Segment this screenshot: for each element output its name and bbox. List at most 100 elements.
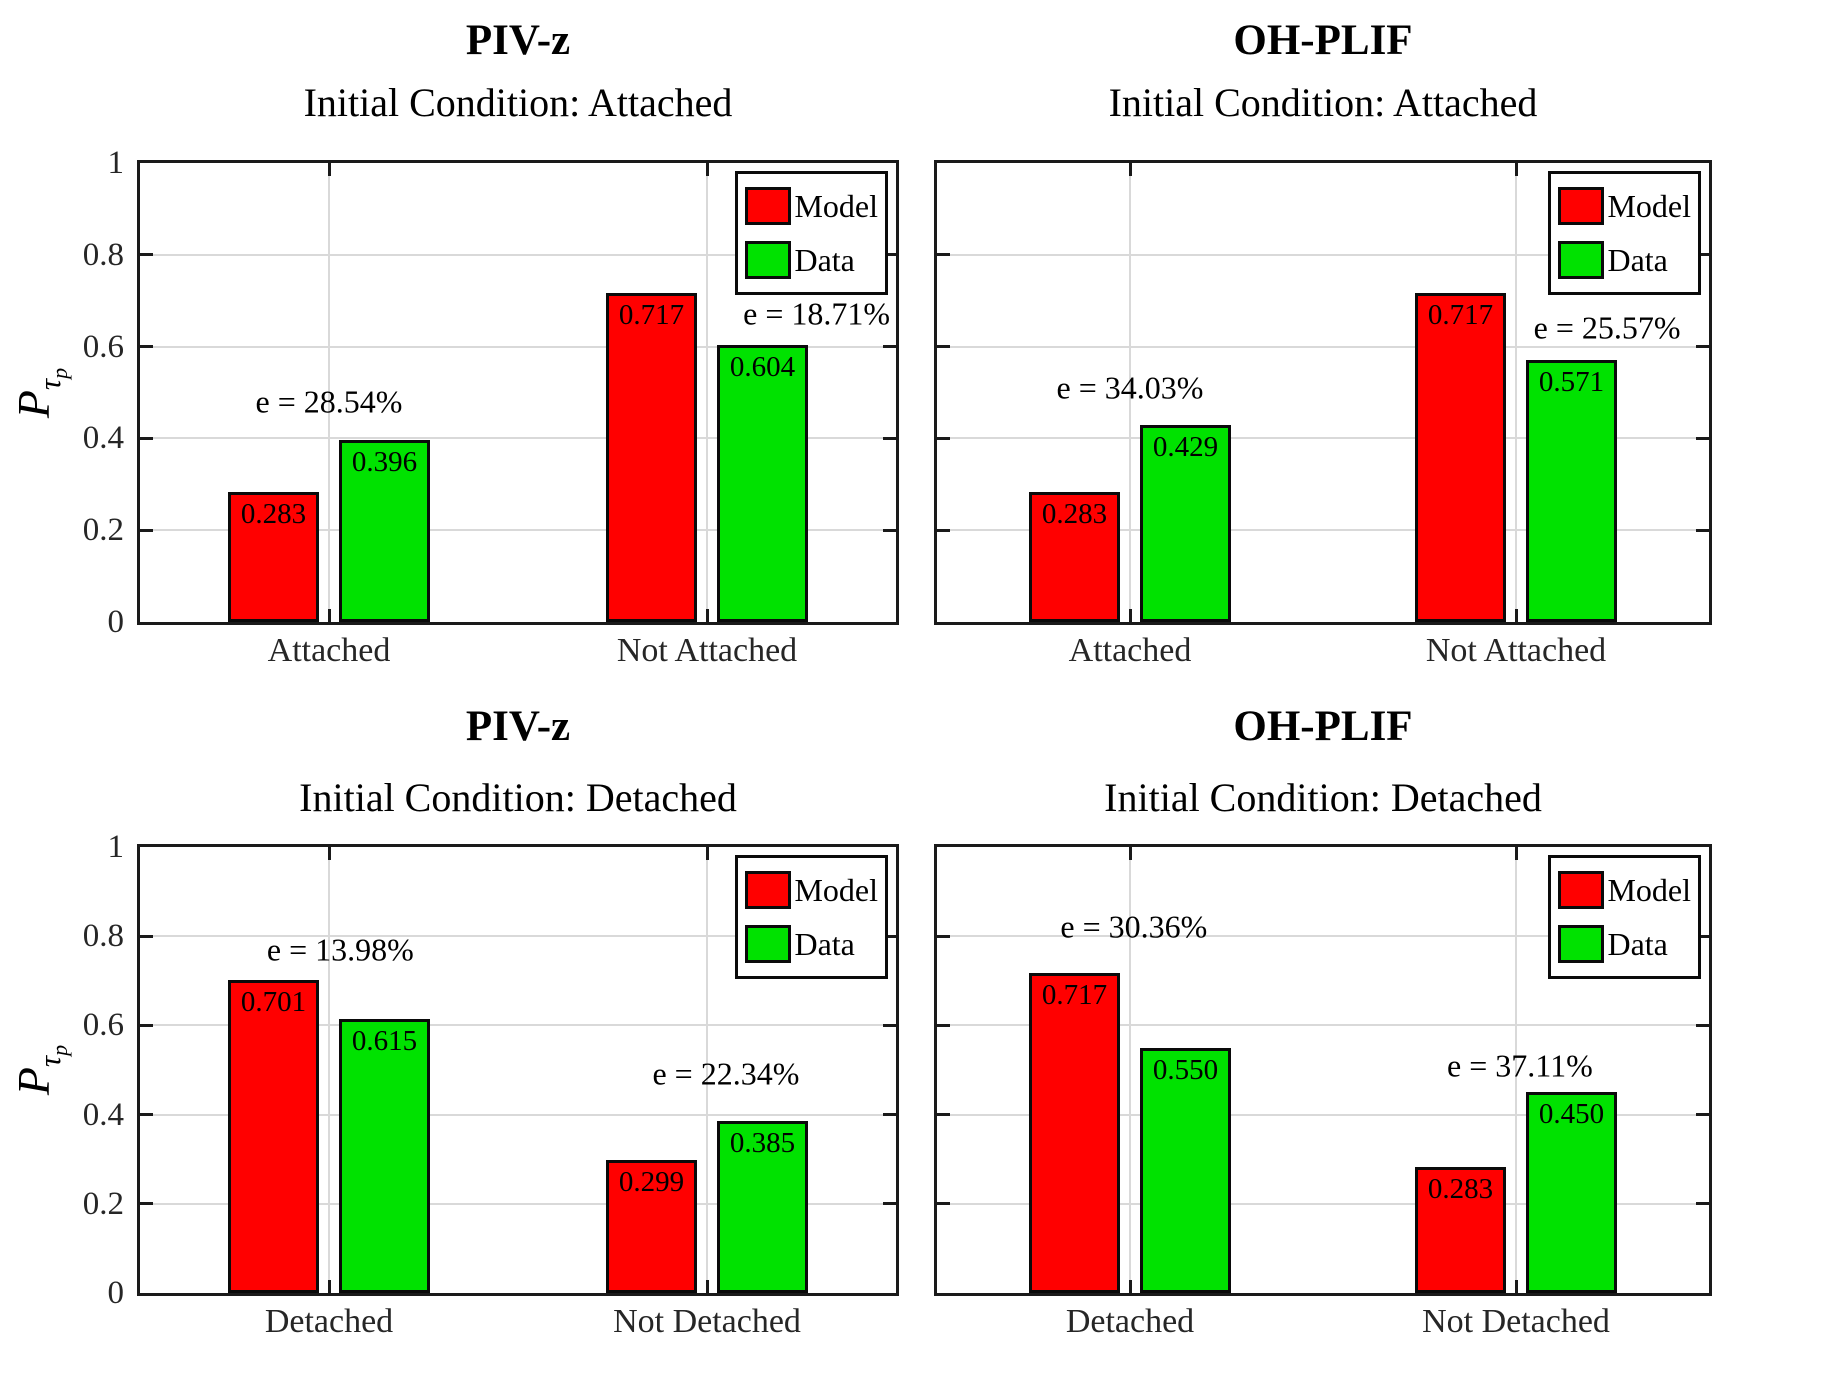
chart-panel-piv-z-detached: PIV-z Initial Condition: Detached Pτp Mo…: [0, 697, 918, 1394]
y-tick-mark: [1696, 528, 1709, 532]
y-tick-label: 0.8: [82, 918, 124, 955]
y-tick-mark: [937, 934, 950, 938]
gridline-horizontal: [937, 1202, 1709, 1205]
x-tick-mark: [1514, 1280, 1518, 1293]
chart-title: PIV-z: [465, 703, 571, 750]
error-annotation: e = 13.98%: [266, 931, 414, 968]
gridline-horizontal: [140, 1202, 896, 1205]
bar-value-label: 0.604: [729, 350, 796, 383]
gridline-horizontal: [937, 1113, 1709, 1116]
gridline-horizontal: [140, 935, 896, 938]
gridline-vertical: [1515, 163, 1517, 622]
y-axis-label-subsub: p: [47, 1044, 72, 1056]
gridline-horizontal: [937, 935, 1709, 938]
legend-item-model: Model: [745, 863, 878, 917]
x-tick-mark: [327, 847, 331, 860]
gridline-horizontal: [140, 529, 896, 532]
legend-model-label: Model: [794, 188, 878, 224]
y-tick-mark: [140, 436, 153, 440]
bar-value-label: 0.701: [240, 986, 307, 1019]
y-tick-label: 1: [107, 829, 125, 865]
bar-value-label: 0.550: [1152, 1053, 1219, 1086]
y-tick-mark: [1696, 1202, 1709, 1206]
x-tick-mark: [327, 609, 331, 622]
bar-model-attached: 0.283: [228, 492, 319, 622]
x-tick-mark: [1128, 609, 1132, 622]
x-tick-mark: [1514, 609, 1518, 622]
chart-subtitle: Initial Condition: Attached: [303, 80, 733, 125]
gridline-vertical: [328, 163, 330, 622]
bar-model-detached: 0.717: [1029, 973, 1120, 1293]
x-tick-label: Not Detached: [613, 1303, 801, 1340]
x-tick-mark: [705, 1280, 709, 1293]
y-tick-label: 0.8: [82, 236, 124, 273]
chart-subtitle: Initial Condition: Attached: [1108, 80, 1538, 125]
bar-value-label: 0.299: [618, 1165, 685, 1198]
y-tick-label: 0: [107, 604, 125, 640]
x-tick-mark: [1514, 163, 1518, 176]
bar-data-detached: 0.615: [339, 1018, 430, 1293]
chart-panel-oh-plif-attached: OH-PLIF Initial Condition: Attached Mode…: [918, 0, 1836, 697]
y-tick-mark: [937, 1113, 950, 1117]
legend: Model Data: [1548, 855, 1701, 979]
y-axis-label: Pτp: [7, 367, 73, 417]
y-axis-label-sub: τ: [32, 1055, 67, 1067]
y-tick-mark: [883, 1023, 896, 1027]
y-tick-mark: [883, 934, 896, 938]
error-annotation: e = 28.54%: [255, 383, 403, 420]
y-axis-label-subsub: p: [47, 367, 72, 379]
x-tick-mark: [327, 1280, 331, 1293]
chart-panel-piv-z-attached: PIV-z Initial Condition: Attached Pτp Mo…: [0, 0, 918, 697]
legend-data-label: Data: [1607, 242, 1668, 278]
bar-data-not-attached: 0.604: [717, 344, 808, 622]
legend-item-data: Data: [745, 233, 878, 287]
y-tick-mark: [883, 436, 896, 440]
bar-data-detached: 0.550: [1140, 1047, 1231, 1293]
y-tick-mark: [937, 345, 950, 349]
y-tick-mark: [1696, 253, 1709, 257]
chart-subtitle: Initial Condition: Detached: [299, 775, 737, 820]
error-annotation: e = 37.11%: [1447, 1047, 1593, 1084]
y-axis-label-sub: τ: [32, 378, 67, 390]
legend-model-swatch: [745, 871, 792, 909]
bar-value-label: 0.571: [1538, 365, 1605, 398]
bar-value-label: 0.396: [351, 446, 418, 479]
gridline-horizontal: [140, 1113, 896, 1116]
y-tick-mark: [140, 528, 153, 532]
error-annotation: e = 22.34%: [652, 1055, 800, 1092]
chart-panel-oh-plif-detached: OH-PLIF Initial Condition: Detached Mode…: [918, 697, 1836, 1394]
legend-item-model: Model: [745, 179, 878, 233]
legend-item-data: Data: [1558, 233, 1691, 287]
bar-data-not-detached: 0.450: [1526, 1092, 1617, 1293]
bar-value-label: 0.615: [351, 1024, 418, 1057]
x-tick-mark: [705, 847, 709, 860]
bar-model-attached: 0.283: [1029, 492, 1120, 622]
bar-model-detached: 0.701: [228, 980, 319, 1293]
bar-data-not-detached: 0.385: [717, 1121, 808, 1293]
error-annotation: e = 34.03%: [1056, 369, 1204, 406]
legend-model-label: Model: [794, 872, 878, 908]
bar-model-not-attached: 0.717: [1415, 292, 1506, 622]
plot-area: Pτp Model Data 0.701 0.615 Detached 0.299 0.…: [8, 829, 899, 1340]
y-tick-mark: [1696, 345, 1709, 349]
y-tick-label: 0.2: [82, 512, 124, 549]
y-tick-mark: [937, 528, 950, 532]
legend-data-label: Data: [794, 926, 855, 962]
plot-area: Model Data 0.717 0.550 Detached 0.283 0.450 N…: [934, 844, 1712, 1340]
bar-value-label: 0.717: [618, 298, 685, 331]
legend-data-swatch: [745, 925, 792, 963]
bar-value-label: 0.283: [1427, 1172, 1494, 1205]
gridline-horizontal: [140, 253, 896, 256]
gridline-horizontal: [140, 1024, 896, 1027]
legend-data-label: Data: [1607, 926, 1668, 962]
x-tick-mark: [705, 163, 709, 176]
gridline-horizontal: [937, 529, 1709, 532]
x-tick-mark: [1128, 1280, 1132, 1293]
legend-model-label: Model: [1607, 188, 1691, 224]
bar-data-attached: 0.396: [339, 440, 430, 622]
gridline-vertical: [706, 163, 708, 622]
legend-item-model: Model: [1558, 863, 1691, 917]
y-tick-mark: [140, 345, 153, 349]
error-annotation: e = 18.71%: [743, 295, 891, 332]
y-tick-mark: [937, 1023, 950, 1027]
